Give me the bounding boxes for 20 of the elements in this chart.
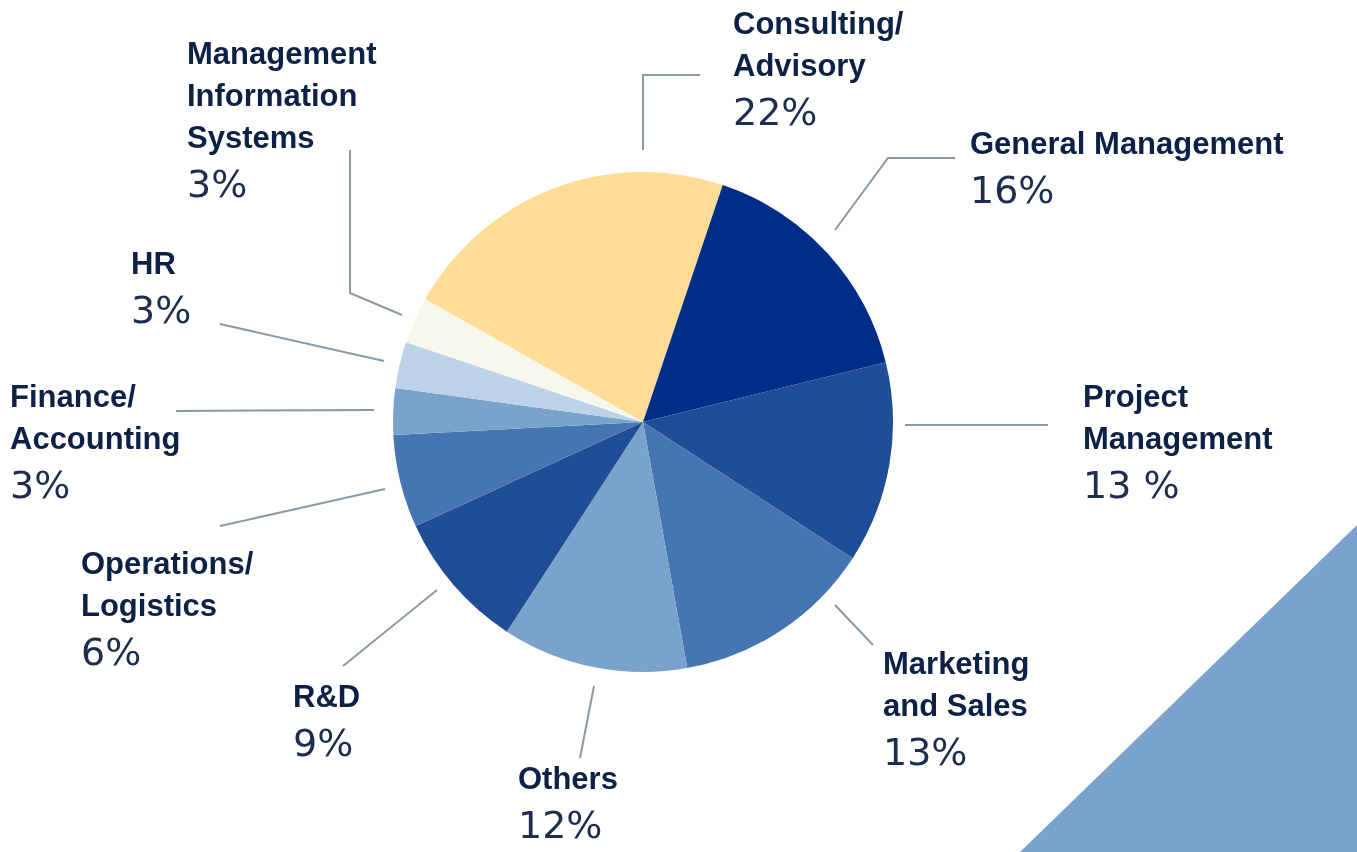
slice-label: Operations/ Logistics	[81, 546, 254, 624]
slice-label: Management Information Systems	[187, 36, 377, 156]
data-label: 3%	[187, 161, 248, 206]
data-label: 13 %	[1083, 462, 1180, 507]
data-label: 3%	[10, 462, 71, 507]
data-label: 6%	[81, 629, 142, 674]
data-label: 16%	[970, 167, 1055, 212]
slice-label: Finance/ Accounting	[10, 379, 181, 457]
data-label: 12%	[518, 802, 603, 847]
data-label: 9%	[293, 720, 354, 765]
slice-label: Consulting/ Advisory	[733, 6, 904, 84]
slice-label: HR	[131, 246, 176, 282]
data-label: 22%	[733, 89, 818, 134]
slice-label: R&D	[293, 679, 361, 715]
slice-label: Project Management	[1083, 379, 1273, 457]
slice-label: General Management	[970, 126, 1284, 162]
data-label: 13%	[883, 729, 968, 774]
slice-label: Others	[518, 761, 618, 797]
slice-label: Marketing and Sales	[883, 646, 1030, 724]
data-label: 3%	[131, 287, 192, 332]
